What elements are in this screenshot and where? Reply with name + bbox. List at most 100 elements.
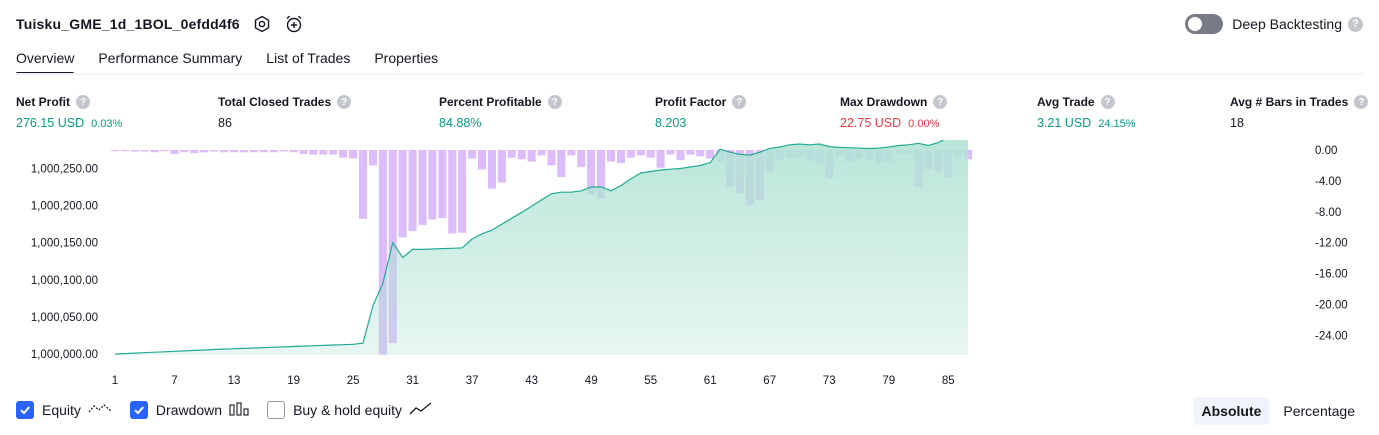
help-icon[interactable]: ? bbox=[933, 95, 948, 109]
drawdown-bar bbox=[319, 150, 328, 155]
equity-area bbox=[115, 140, 969, 355]
metric-max-drawdown: Max Drawdown? 22.75 USD 0.00% bbox=[840, 94, 948, 130]
right-tick-label: 0.00 bbox=[1315, 145, 1337, 157]
drawdown-bar bbox=[676, 150, 685, 160]
checkbox-equity[interactable] bbox=[16, 401, 34, 419]
drawdown-bar bbox=[408, 150, 417, 232]
help-icon[interactable]: ? bbox=[1348, 16, 1363, 32]
metric-value: 276.15 USD bbox=[16, 116, 85, 130]
deep-backtesting: Deep Backtesting ? bbox=[1185, 12, 1363, 36]
help-icon[interactable]: ? bbox=[547, 95, 562, 109]
right-tick-label: -8.00 bbox=[1315, 207, 1341, 219]
metric-value: 8.203 bbox=[655, 116, 687, 130]
left-tick-label: 1,000,000.00 bbox=[31, 349, 98, 361]
drawdown-bar bbox=[517, 150, 526, 160]
drawdown-bar bbox=[309, 150, 318, 155]
drawdown-bar bbox=[557, 150, 566, 177]
x-tick-label: 73 bbox=[823, 375, 836, 387]
metric-percent: 0.00% bbox=[908, 118, 940, 130]
checkbox-buy-hold[interactable] bbox=[267, 401, 286, 419]
drawdown-bar bbox=[478, 150, 487, 170]
x-tick-label: 67 bbox=[763, 375, 776, 387]
left-tick-label: 1,000,150.00 bbox=[31, 238, 98, 250]
help-icon[interactable]: ? bbox=[1354, 95, 1369, 109]
right-tick-label: -24.00 bbox=[1315, 330, 1348, 342]
legend-buy-hold[interactable]: Buy & hold equity bbox=[267, 401, 433, 419]
title-row: Tuisku_GME_1d_1BOL_0efdd4f6 bbox=[16, 12, 304, 36]
right-axis: 0.00 -4.00 -8.00 -12.00 -16.00 -20.00 -24.00 bbox=[1315, 145, 1348, 342]
drawdown-bar bbox=[210, 150, 219, 152]
metric-label: Avg Trade bbox=[1037, 95, 1095, 109]
drawdown-bar bbox=[507, 150, 516, 158]
metric-net-profit: Net Profit? 276.15 USD 0.03% bbox=[16, 94, 122, 130]
right-tick-label: -12.00 bbox=[1315, 238, 1348, 250]
right-tick-label: -20.00 bbox=[1315, 300, 1348, 312]
percentage-button[interactable]: Percentage bbox=[1283, 403, 1355, 419]
drawdown-bar bbox=[299, 150, 308, 154]
help-icon[interactable]: ? bbox=[337, 95, 352, 109]
legend-equity[interactable]: Equity bbox=[16, 401, 112, 419]
metric-avg-trade: Avg Trade? 3.21 USD 24.15% bbox=[1037, 94, 1136, 130]
drawdown-bar bbox=[160, 150, 169, 152]
alarm-clock-plus-icon[interactable] bbox=[284, 14, 304, 34]
right-tick-label: -16.00 bbox=[1315, 269, 1348, 281]
deep-backtesting-label: Deep Backtesting bbox=[1232, 16, 1342, 32]
drawdown-bar bbox=[646, 150, 655, 158]
drawdown-bar bbox=[696, 150, 705, 157]
help-icon[interactable]: ? bbox=[1100, 95, 1115, 109]
drawdown-bar bbox=[438, 150, 447, 218]
scale-toggle: Absolute Percentage bbox=[1188, 397, 1364, 425]
settings-hex-icon[interactable] bbox=[252, 14, 272, 34]
drawdown-bar bbox=[706, 150, 715, 159]
drawdown-bar bbox=[468, 150, 477, 159]
equity-line-icon bbox=[88, 402, 112, 419]
metric-label: Max Drawdown bbox=[840, 95, 928, 109]
x-tick-label: 31 bbox=[406, 375, 419, 387]
help-icon[interactable]: ? bbox=[76, 95, 90, 109]
metric-label: Percent Profitable bbox=[439, 95, 542, 109]
metric-value: 3.21 USD bbox=[1037, 116, 1092, 130]
right-tick-label: -4.00 bbox=[1315, 176, 1341, 188]
toggle-knob bbox=[1188, 17, 1203, 31]
legend-label: Equity bbox=[42, 402, 81, 418]
drawdown-bar bbox=[259, 150, 268, 153]
drawdown-bar bbox=[964, 150, 973, 160]
left-tick-label: 1,000,200.00 bbox=[31, 201, 98, 213]
tab-overview[interactable]: Overview bbox=[16, 44, 75, 75]
tab-performance-summary[interactable]: Performance Summary bbox=[98, 50, 243, 66]
drawdown-bar bbox=[269, 150, 278, 153]
equity-drawdown-chart[interactable]: 1,000,000.00 1,000,050.00 1,000,100.00 1,00… bbox=[0, 140, 1379, 390]
drawdown-bar bbox=[497, 150, 506, 183]
tab-list-of-trades[interactable]: List of Trades bbox=[266, 50, 351, 66]
help-icon[interactable]: ? bbox=[732, 95, 747, 109]
drawdown-bar bbox=[597, 150, 606, 199]
legend-label: Drawdown bbox=[155, 402, 223, 418]
x-tick-label: 79 bbox=[882, 375, 895, 387]
drawdown-bar bbox=[349, 150, 358, 159]
x-tick-label: 1 bbox=[112, 375, 118, 387]
x-tick-label: 49 bbox=[585, 375, 598, 387]
drawdown-bar bbox=[249, 150, 258, 153]
absolute-button[interactable]: Absolute bbox=[1193, 397, 1270, 425]
metric-percent: 24.15% bbox=[1098, 118, 1136, 130]
drawdown-bar bbox=[368, 150, 377, 166]
drawdown-bar bbox=[130, 150, 139, 152]
drawdown-bar bbox=[577, 150, 586, 167]
drawdown-bar bbox=[636, 150, 645, 156]
x-tick-label: 7 bbox=[171, 375, 177, 387]
drawdown-bar bbox=[239, 150, 248, 153]
drawdown-bars-icon bbox=[229, 401, 249, 419]
deep-backtesting-toggle[interactable] bbox=[1185, 14, 1224, 34]
tab-bar: Overview Performance Summary List of Tra… bbox=[16, 44, 462, 75]
metric-label: Avg # Bars in Trades bbox=[1230, 95, 1349, 109]
checkbox-drawdown[interactable] bbox=[129, 401, 148, 419]
buy-hold-line-icon bbox=[409, 401, 433, 419]
drawdown-bar bbox=[289, 150, 298, 153]
legend-drawdown[interactable]: Drawdown bbox=[129, 401, 249, 419]
drawdown-bar bbox=[339, 150, 348, 158]
drawdown-bar bbox=[616, 150, 625, 164]
x-axis: 1 7 13 19 25 31 37 43 49 55 61 67 73 79 85 bbox=[112, 375, 955, 387]
tab-properties[interactable]: Properties bbox=[374, 50, 439, 66]
drawdown-bar bbox=[418, 150, 427, 225]
drawdown-bar bbox=[279, 150, 288, 152]
